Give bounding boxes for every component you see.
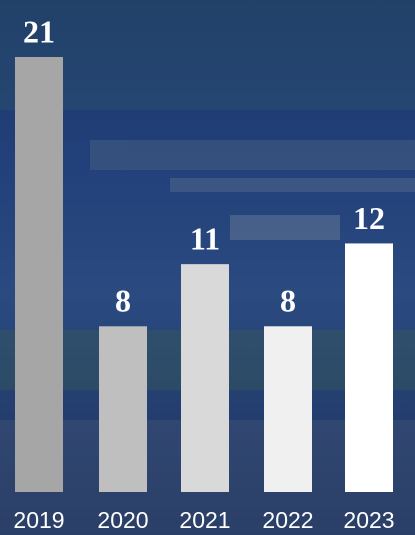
x-tick-label: 2020 — [97, 507, 148, 533]
value-label: 12 — [353, 200, 385, 236]
bar — [181, 264, 229, 492]
x-tick-label: 2022 — [262, 507, 313, 533]
bar — [264, 326, 312, 492]
bar — [345, 243, 393, 492]
value-label: 11 — [190, 220, 220, 256]
value-label: 21 — [23, 13, 55, 49]
bar — [15, 57, 63, 492]
value-label: 8 — [280, 283, 296, 319]
x-tick-label: 2019 — [13, 507, 64, 533]
x-tick-label: 2023 — [343, 507, 394, 533]
value-label: 8 — [115, 283, 131, 319]
x-tick-label: 2021 — [179, 507, 230, 533]
bar — [99, 326, 147, 492]
